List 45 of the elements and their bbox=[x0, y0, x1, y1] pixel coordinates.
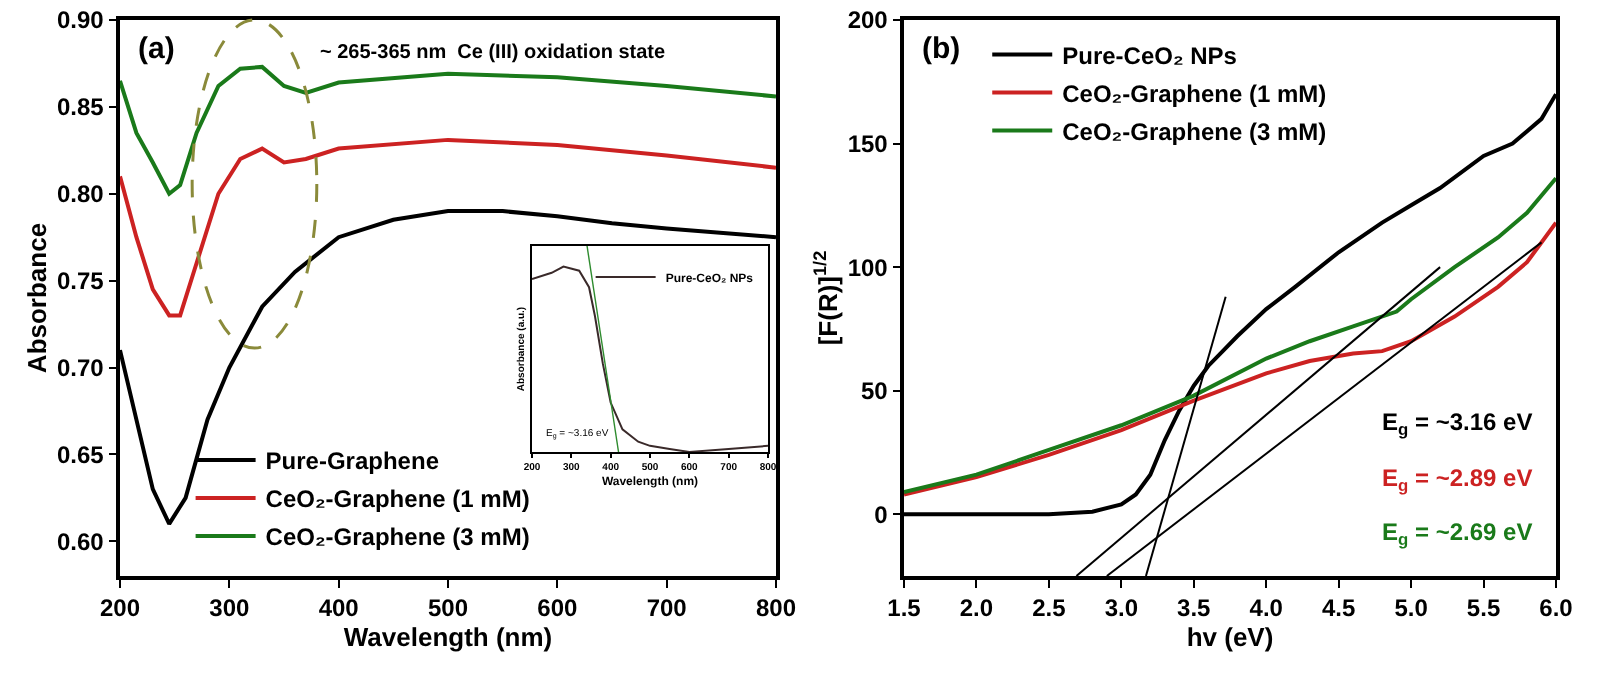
annotation: (a) bbox=[138, 32, 175, 66]
annotation: E$_{g}$ = ~3.16 eV bbox=[1382, 408, 1533, 440]
annotation: E$_{g}$ = ~2.69 eV bbox=[1382, 518, 1533, 550]
x-tick-label: 2.5 bbox=[1032, 594, 1067, 623]
x-tick-label: 4.5 bbox=[1321, 594, 1356, 623]
y-tick-label: 150 bbox=[847, 129, 889, 158]
legend-label: Pure-CeO₂ NPs bbox=[1062, 41, 1238, 70]
y-tick-label: 0.65 bbox=[56, 440, 105, 469]
y-tick-label: 0.80 bbox=[56, 180, 105, 209]
y-tick-label: 0.70 bbox=[56, 353, 105, 382]
y-axis-title: Absorbance bbox=[21, 222, 52, 374]
x-tick-label: 4.0 bbox=[1249, 594, 1284, 623]
x-tick-label: 700 bbox=[646, 594, 688, 623]
x-tick-label: 300 bbox=[209, 594, 250, 623]
legend-label: Pure-Graphene bbox=[265, 447, 440, 476]
y-tick-label: 0.75 bbox=[56, 267, 105, 296]
legend-label: CeO₂-Graphene (3 mM) bbox=[1062, 117, 1327, 146]
x-tick-label: 800 bbox=[755, 594, 797, 623]
y-tick-label: 0.60 bbox=[56, 527, 105, 556]
legend-label: CeO₂-Graphene (1 mM) bbox=[1062, 79, 1327, 108]
line-series bbox=[120, 64, 776, 196]
y-tick-label: 100 bbox=[847, 253, 889, 282]
x-tick-label: 400 bbox=[318, 594, 360, 623]
x-tick-label: 600 bbox=[537, 594, 578, 623]
y-tick-label: 200 bbox=[847, 6, 889, 35]
y-tick-label: 0.90 bbox=[56, 6, 105, 35]
x-tick-label: 5.5 bbox=[1466, 594, 1501, 623]
x-axis-title: hv (eV) bbox=[1186, 622, 1274, 653]
x-tick-label: 1.5 bbox=[887, 594, 922, 623]
x-tick-label: 3.0 bbox=[1104, 594, 1139, 623]
legend-label: CeO₂-Graphene (1 mM) bbox=[265, 485, 530, 514]
x-axis-title: Wavelength (nm) bbox=[343, 622, 553, 653]
x-tick-label: 2.0 bbox=[959, 594, 994, 623]
annotation: (b) bbox=[922, 32, 961, 66]
annotation: ~ 265-365 nm Ce (III) oxidation state bbox=[320, 42, 666, 64]
y-tick-label: 0 bbox=[874, 500, 889, 529]
x-tick-label: 3.5 bbox=[1177, 594, 1212, 623]
x-tick-label: 5.0 bbox=[1394, 594, 1429, 623]
x-tick-label: 6.0 bbox=[1539, 594, 1574, 623]
legend-label: CeO₂-Graphene (3 mM) bbox=[265, 523, 530, 552]
y-tick-label: 0.85 bbox=[56, 93, 105, 122]
annotation: E$_{g}$ = ~2.89 eV bbox=[1382, 464, 1533, 496]
y-tick-label: 50 bbox=[860, 377, 889, 406]
x-tick-label: 200 bbox=[99, 594, 141, 623]
x-tick-label: 500 bbox=[427, 594, 469, 623]
